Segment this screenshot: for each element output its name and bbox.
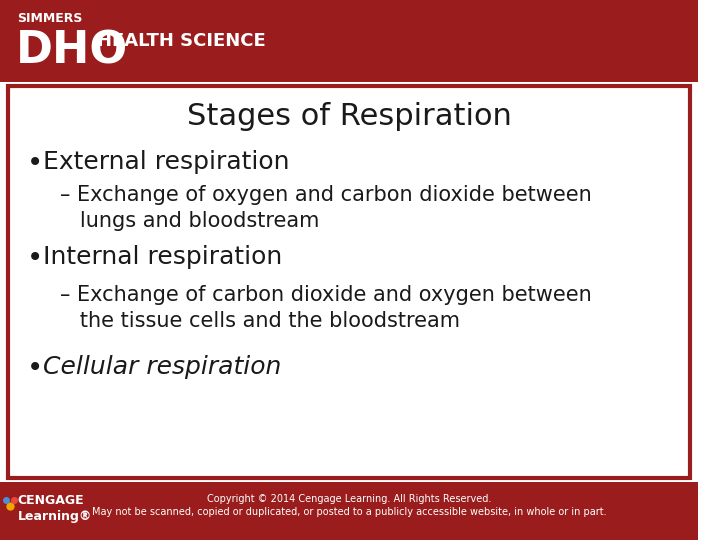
Text: External respiration: External respiration bbox=[42, 150, 289, 174]
Text: Stages of Respiration: Stages of Respiration bbox=[186, 102, 511, 131]
FancyBboxPatch shape bbox=[0, 0, 698, 82]
FancyBboxPatch shape bbox=[8, 86, 690, 478]
Text: Cellular respiration: Cellular respiration bbox=[42, 355, 281, 379]
Text: HEALTH SCIENCE: HEALTH SCIENCE bbox=[97, 32, 266, 50]
Text: – Exchange of carbon dioxide and oxygen between
   the tissue cells and the bloo: – Exchange of carbon dioxide and oxygen … bbox=[60, 285, 592, 332]
Text: Internal respiration: Internal respiration bbox=[42, 245, 282, 269]
Text: DHO: DHO bbox=[16, 30, 127, 73]
Text: •: • bbox=[27, 354, 43, 382]
Text: •: • bbox=[27, 149, 43, 177]
Text: Copyright © 2014 Cengage Learning. All Rights Reserved.
May not be scanned, copi: Copyright © 2014 Cengage Learning. All R… bbox=[91, 494, 606, 517]
FancyBboxPatch shape bbox=[0, 482, 698, 540]
Text: CENGAGE
Learning®: CENGAGE Learning® bbox=[17, 494, 92, 523]
Text: •: • bbox=[27, 244, 43, 272]
Text: – Exchange of oxygen and carbon dioxide between
   lungs and bloodstream: – Exchange of oxygen and carbon dioxide … bbox=[60, 185, 592, 232]
Text: SIMMERS: SIMMERS bbox=[17, 12, 83, 25]
